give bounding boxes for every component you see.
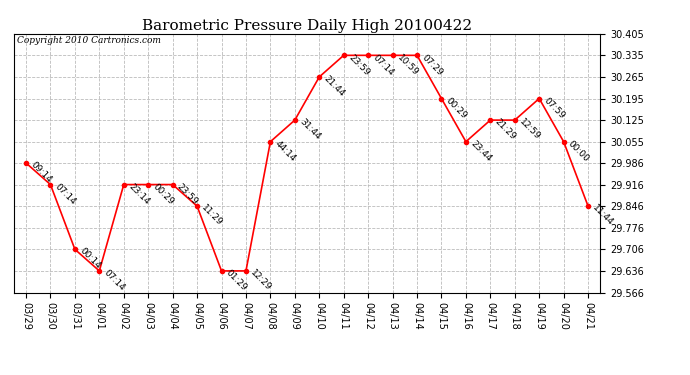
Text: 12:59: 12:59 — [518, 117, 542, 142]
Text: 23:59: 23:59 — [175, 182, 200, 206]
Text: 11:44: 11:44 — [591, 203, 615, 228]
Text: 01:29: 01:29 — [224, 268, 249, 293]
Title: Barometric Pressure Daily High 20100422: Barometric Pressure Daily High 20100422 — [142, 19, 472, 33]
Text: 21:44: 21:44 — [322, 74, 346, 99]
Text: 00:00: 00:00 — [566, 139, 591, 164]
Text: 00:14: 00:14 — [78, 246, 102, 271]
Text: 11:29: 11:29 — [200, 203, 224, 228]
Text: 07:59: 07:59 — [542, 96, 566, 120]
Text: 09:14: 09:14 — [29, 160, 53, 185]
Text: Copyright 2010 Cartronics.com: Copyright 2010 Cartronics.com — [17, 36, 161, 45]
Text: 23:59: 23:59 — [346, 53, 371, 77]
Text: 07:14: 07:14 — [371, 53, 395, 77]
Text: 07:29: 07:29 — [420, 53, 444, 77]
Text: 31:44: 31:44 — [297, 117, 322, 142]
Text: 00:29: 00:29 — [444, 96, 469, 120]
Text: 12:29: 12:29 — [248, 268, 273, 292]
Text: 07:14: 07:14 — [53, 182, 78, 206]
Text: 21:29: 21:29 — [493, 117, 518, 142]
Text: 07:14: 07:14 — [102, 268, 127, 293]
Text: 44:14: 44:14 — [273, 139, 297, 163]
Text: 23:14: 23:14 — [126, 182, 151, 206]
Text: 00:29: 00:29 — [151, 182, 175, 206]
Text: 10:59: 10:59 — [395, 53, 420, 77]
Text: 23:44: 23:44 — [469, 139, 493, 163]
